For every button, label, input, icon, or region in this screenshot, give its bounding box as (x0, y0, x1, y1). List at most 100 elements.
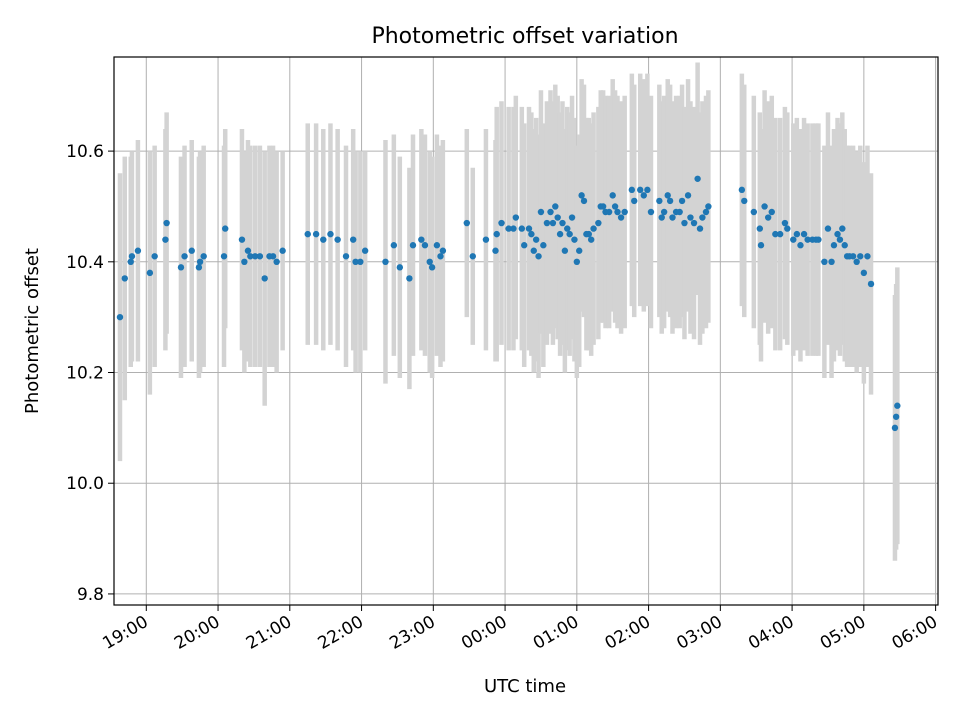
data-point (127, 258, 134, 266)
data-point (241, 258, 248, 266)
data-point (761, 203, 768, 210)
data-point (864, 253, 871, 260)
data-point (512, 214, 520, 221)
data-point (690, 219, 698, 227)
data-point (342, 253, 350, 260)
data-point (181, 253, 188, 260)
data-point (824, 225, 832, 232)
data-point (793, 230, 801, 238)
data-point (621, 208, 628, 216)
errorbars (117, 62, 900, 561)
data-point (891, 424, 899, 432)
data-point (537, 208, 545, 216)
data-point (757, 242, 765, 249)
data-point (510, 225, 517, 232)
chart-title: Photometric offset variation (371, 24, 678, 49)
data-point (540, 242, 547, 249)
data-point (637, 186, 644, 194)
x-tick-label: 21:00 (243, 612, 295, 654)
data-point (894, 402, 901, 409)
data-point (437, 253, 444, 260)
data-point (768, 208, 775, 216)
data-point (532, 236, 540, 243)
data-point (790, 236, 797, 243)
data-point (518, 225, 526, 232)
data-point (756, 225, 764, 232)
data-point (800, 230, 808, 238)
data-point (244, 247, 252, 254)
data-point (660, 208, 668, 216)
data-point (493, 230, 500, 238)
data-point (892, 413, 900, 420)
data-point (279, 247, 286, 254)
data-point (821, 258, 828, 266)
data-point (741, 197, 748, 205)
data-point (357, 258, 364, 266)
y-tick-label: 10.4 (66, 253, 104, 273)
data-point (409, 242, 417, 249)
data-point (804, 236, 811, 243)
data-point (530, 247, 537, 254)
data-point (564, 225, 571, 232)
data-point (273, 258, 280, 266)
data-point (631, 197, 638, 205)
data-point (418, 236, 425, 243)
data-point (312, 230, 320, 238)
data-point (776, 230, 784, 238)
data-point (535, 253, 542, 260)
data-point (834, 230, 841, 238)
data-point (116, 313, 124, 321)
data-point (590, 225, 597, 232)
data-point (568, 214, 576, 221)
data-point (390, 242, 398, 249)
data-point (676, 208, 683, 216)
data-point (815, 236, 822, 243)
data-point (609, 192, 616, 199)
data-point (705, 203, 712, 210)
data-point (163, 219, 170, 227)
data-point (571, 236, 578, 243)
data-point (433, 242, 441, 249)
y-tick-label: 10.6 (66, 142, 104, 162)
data-point (669, 214, 676, 221)
data-point (556, 230, 564, 238)
data-point (188, 247, 195, 254)
data-point (525, 225, 533, 232)
data-point (421, 242, 429, 249)
x-tick-label: 03:00 (673, 612, 725, 654)
data-point (797, 242, 804, 249)
data-point (656, 197, 663, 205)
data-point (352, 258, 359, 266)
data-point (426, 258, 433, 266)
data-point (222, 225, 229, 232)
data-point (611, 203, 619, 210)
data-point (853, 258, 860, 266)
data-point (696, 225, 704, 232)
data-point (684, 192, 692, 199)
data-point (644, 186, 651, 194)
data-point (521, 242, 528, 249)
data-point (334, 236, 341, 243)
data-point (463, 219, 471, 227)
data-point (687, 214, 694, 221)
data-point (134, 247, 142, 254)
x-tick-label: 01:00 (530, 612, 582, 654)
data-point (772, 230, 779, 238)
y-axis-label: Photometric offset (22, 248, 43, 414)
data-point (361, 247, 369, 254)
y-tick-label: 10.2 (66, 364, 104, 384)
x-tick-label: 22:00 (315, 612, 367, 654)
data-point (599, 203, 607, 210)
data-point (578, 192, 585, 199)
y-tick-label: 10.0 (66, 474, 104, 494)
data-point (561, 247, 569, 254)
data-point (830, 242, 838, 249)
data-point (406, 275, 413, 282)
y-tick-label: 9.8 (77, 585, 104, 605)
data-point (647, 208, 655, 216)
data-point (699, 214, 706, 221)
data-point (628, 186, 636, 194)
data-point (573, 258, 581, 266)
data-point (549, 219, 557, 227)
